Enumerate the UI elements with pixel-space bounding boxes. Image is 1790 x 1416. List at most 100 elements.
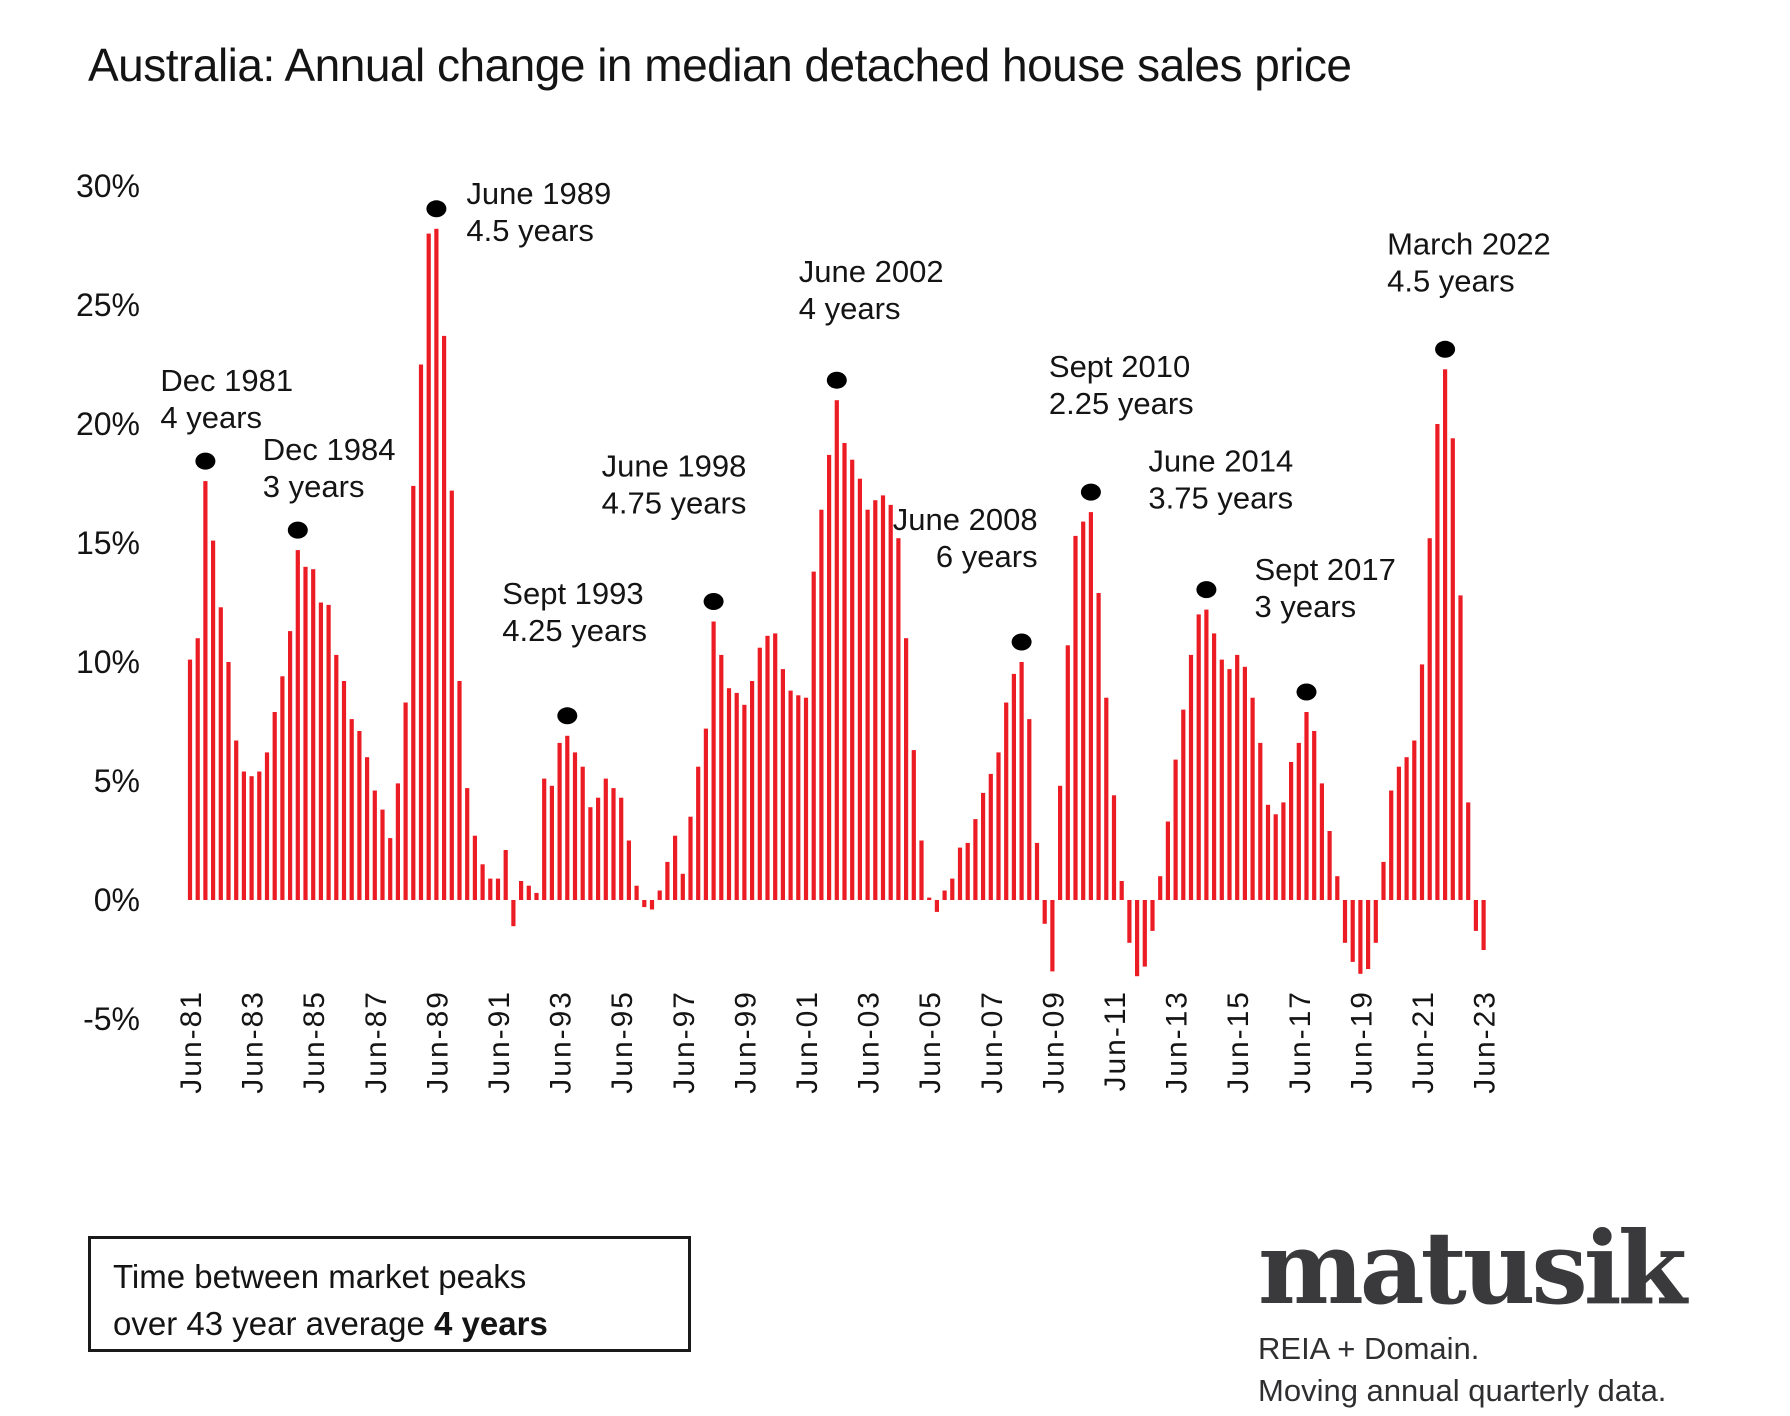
bar <box>773 633 778 900</box>
bar <box>1358 900 1363 974</box>
bar <box>449 490 454 900</box>
bar <box>1158 876 1163 900</box>
bar <box>957 847 963 900</box>
x-axis-label: Jun-97 <box>668 990 701 1094</box>
bar <box>1142 900 1147 967</box>
bar <box>311 569 316 900</box>
bar <box>395 783 400 900</box>
bar <box>1412 740 1417 900</box>
bar <box>873 500 878 900</box>
bar <box>1458 595 1463 900</box>
bar <box>1034 842 1040 900</box>
bar <box>934 900 939 912</box>
bar <box>642 900 647 908</box>
bar <box>1181 709 1186 900</box>
bar <box>557 742 562 900</box>
bar <box>442 335 447 900</box>
bar <box>1281 802 1286 900</box>
bar <box>726 688 732 900</box>
bar <box>711 621 716 900</box>
bar <box>1443 369 1448 900</box>
bar <box>1404 757 1409 900</box>
note-line1: Time between market peaks <box>113 1258 527 1295</box>
bar <box>750 681 755 900</box>
annotation-label: June 1989 4.5 years <box>466 176 611 248</box>
bar <box>1065 645 1070 900</box>
bar <box>1042 900 1047 924</box>
bar <box>187 659 193 900</box>
bar <box>472 835 477 900</box>
x-axis-label: Jun-03 <box>853 990 886 1094</box>
x-axis-label: Jun-21 <box>1407 990 1440 1094</box>
bar <box>857 478 862 900</box>
x-axis-label: Jun-83 <box>237 990 270 1094</box>
logo-brand: matusik <box>1258 1209 1687 1327</box>
bar <box>742 704 747 900</box>
y-axis-label: 20% <box>76 406 140 442</box>
bar <box>803 697 809 900</box>
bar <box>981 792 986 900</box>
bar <box>418 364 424 900</box>
annotation-label: June 2014 3.75 years <box>1148 444 1293 516</box>
x-axis-label: Jun-05 <box>914 990 947 1094</box>
y-axis-label: 0% <box>94 882 140 918</box>
y-axis-label: -5% <box>83 1001 140 1037</box>
bar <box>1227 669 1232 900</box>
note-line2: over 43 year average 4 years <box>113 1305 548 1342</box>
x-axis-label: Jun-95 <box>606 990 639 1094</box>
annotation-dot <box>703 593 724 610</box>
bar <box>226 662 231 900</box>
y-axis-label: 30% <box>76 168 140 204</box>
bar <box>565 735 570 900</box>
x-axis-label: Jun-11 <box>1099 990 1132 1092</box>
x-axis-label: Jun-17 <box>1284 990 1317 1094</box>
bar <box>988 773 993 900</box>
annotation-dot <box>287 521 308 539</box>
bar <box>1150 900 1155 931</box>
bar <box>272 712 277 900</box>
annotation-label: Dec 1981 4 years <box>160 363 293 435</box>
bar <box>696 766 701 900</box>
bar <box>1335 876 1340 900</box>
bar <box>942 890 947 900</box>
bar <box>1381 861 1386 900</box>
bar <box>596 797 601 900</box>
x-axis-label: Jun-09 <box>1037 990 1070 1094</box>
bar <box>511 900 516 927</box>
bar <box>1250 697 1255 900</box>
bar <box>788 690 793 900</box>
annotation-dot <box>826 371 847 389</box>
bar <box>1350 900 1355 962</box>
annotation-dot <box>1196 581 1217 599</box>
bar <box>426 233 431 901</box>
y-axis-label: 5% <box>94 763 140 799</box>
bar <box>973 819 978 900</box>
bar <box>1312 731 1317 900</box>
bar <box>1273 814 1278 900</box>
bar <box>1127 900 1132 943</box>
bar <box>1366 900 1371 969</box>
bar <box>1265 804 1271 900</box>
bar <box>534 892 539 900</box>
bar <box>1258 742 1263 900</box>
bar <box>1096 593 1101 900</box>
bar <box>1242 666 1247 900</box>
bar <box>1027 719 1032 900</box>
logo-block: matusik REIA + Domain. Moving annual qua… <box>1258 1218 1778 1412</box>
annotation-dot <box>1011 633 1032 651</box>
bar <box>827 454 832 900</box>
bar <box>780 669 785 900</box>
bar <box>1396 766 1401 900</box>
logo-subline1: REIA + Domain. <box>1258 1331 1480 1366</box>
bar <box>465 788 470 900</box>
annotation-dot <box>1435 340 1456 358</box>
annotation-label: Dec 1984 3 years <box>263 432 396 504</box>
chart-canvas: 30% 25% 20% 15% 10% 5% 0% -5% Jun-81 Jun-83 Jun-85… <box>76 168 1551 1094</box>
bar <box>911 750 916 900</box>
bar <box>1219 659 1224 900</box>
annotation-label: Sept 2010 2.25 years <box>1049 349 1194 421</box>
bar <box>811 571 816 900</box>
bar <box>1104 697 1109 900</box>
bar <box>195 638 200 900</box>
annotation-label: Sept 1993 4.25 years <box>502 576 647 648</box>
